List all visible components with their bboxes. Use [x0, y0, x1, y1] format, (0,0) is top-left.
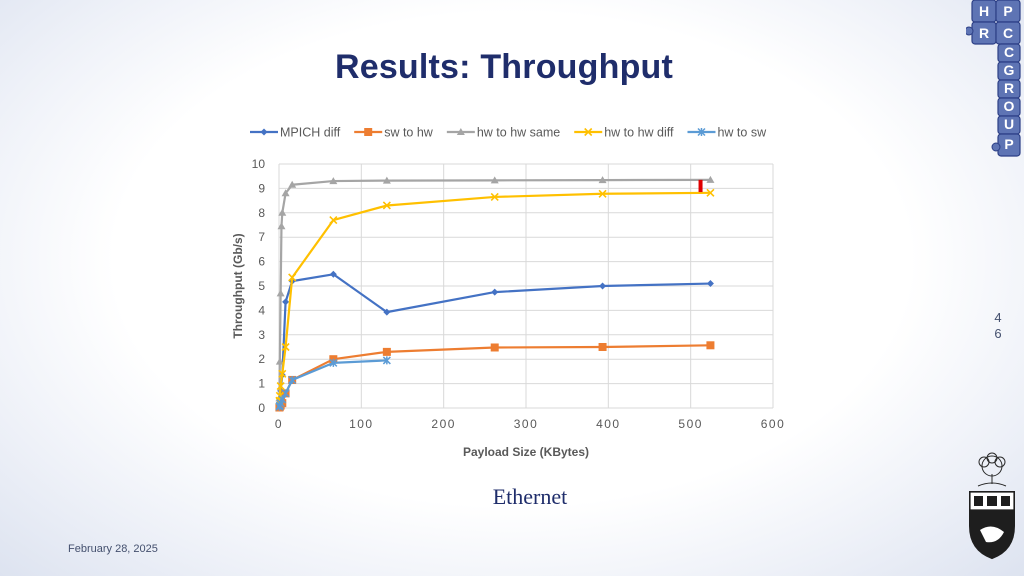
y-tick-label: 2 [258, 352, 265, 366]
highlight-bar [698, 179, 703, 193]
logo-letter: H [979, 3, 989, 19]
y-tick-label: 8 [258, 206, 265, 220]
data-point [276, 381, 285, 391]
legend-label: sw to hw [384, 126, 434, 140]
data-point [288, 180, 297, 188]
data-point [383, 308, 391, 316]
data-point [382, 347, 391, 356]
logo-letter: C [1004, 44, 1014, 60]
data-point [697, 127, 706, 137]
logo-letter: P [1003, 3, 1012, 19]
data-point [329, 270, 337, 278]
data-point [260, 128, 268, 136]
logo-letter: R [1004, 80, 1014, 96]
legend-label: hw to hw same [477, 126, 560, 140]
logo-letter: U [1004, 116, 1014, 132]
data-point [278, 369, 287, 378]
data-point [598, 343, 607, 351]
y-tick-label: 9 [258, 181, 265, 195]
y-tick-label: 3 [258, 328, 265, 342]
legend-label: hw to sw [717, 126, 767, 140]
data-point [490, 176, 499, 184]
data-point [329, 216, 338, 225]
data-point [288, 375, 297, 384]
legend-label: hw to hw diff [604, 126, 674, 140]
data-point [599, 282, 607, 290]
slide-date: February 28, 2025 [68, 543, 158, 555]
x-tick-label: 300 [514, 417, 539, 431]
data-point [706, 188, 715, 197]
y-tick-label: 0 [258, 401, 265, 415]
logo-letter: G [1004, 62, 1015, 78]
data-point [706, 175, 715, 183]
data-point [329, 358, 338, 367]
x-tick-label: 200 [431, 417, 456, 431]
data-point [584, 127, 593, 137]
data-point [706, 341, 715, 350]
university-crest-logo [964, 452, 1020, 562]
series-line [278, 344, 711, 409]
data-point [706, 280, 714, 288]
series-line [278, 178, 711, 399]
data-point [282, 298, 290, 306]
y-axis-label: Throughput (Gb/s) [231, 233, 245, 338]
y-tick-label: 6 [258, 255, 265, 269]
x-axis-label: Payload Size (KBytes) [463, 445, 589, 459]
data-point [598, 189, 607, 198]
data-point [598, 176, 607, 184]
y-tick-label: 7 [258, 230, 265, 244]
data-point [276, 289, 285, 297]
x-tick-label: 0 [275, 417, 283, 431]
data-point [491, 288, 499, 296]
y-tick-label: 4 [258, 303, 265, 317]
data-point [275, 357, 284, 365]
data-point [288, 273, 297, 282]
data-point [456, 128, 465, 135]
x-tick-label: 600 [761, 417, 786, 431]
logo-letter: P [1004, 136, 1013, 152]
x-tick-label: 400 [596, 417, 621, 431]
data-point [364, 128, 373, 136]
x-tick-label: 500 [678, 417, 703, 431]
data-point [281, 342, 290, 352]
logo-letter: C [1003, 25, 1013, 41]
data-point [490, 343, 499, 352]
data-point [281, 189, 290, 197]
data-point [490, 192, 499, 202]
y-tick-label: 10 [252, 157, 266, 171]
data-point [281, 389, 290, 398]
data-point [382, 201, 391, 210]
logo-letter: O [1004, 98, 1015, 114]
series-line [278, 191, 711, 401]
data-point [277, 222, 286, 230]
logo-letter: R [979, 25, 989, 41]
y-tick-label: 5 [258, 279, 265, 293]
legend-label: MPICH diff [280, 126, 341, 140]
chart-caption: Ethernet [492, 484, 568, 509]
slide-title: Results: Throughput [334, 48, 674, 86]
x-tick-label: 100 [349, 417, 374, 431]
data-point [329, 177, 338, 185]
data-point [382, 356, 391, 365]
crest-graphic [969, 452, 1015, 560]
data-point [382, 176, 391, 184]
y-tick-label: 1 [258, 377, 265, 391]
data-point [278, 208, 287, 216]
throughput-chart: 0 1 2 3 4 5 6 7 8 9 10 0 100 200 300 400 500 600 MPICH di… [222, 116, 802, 466]
